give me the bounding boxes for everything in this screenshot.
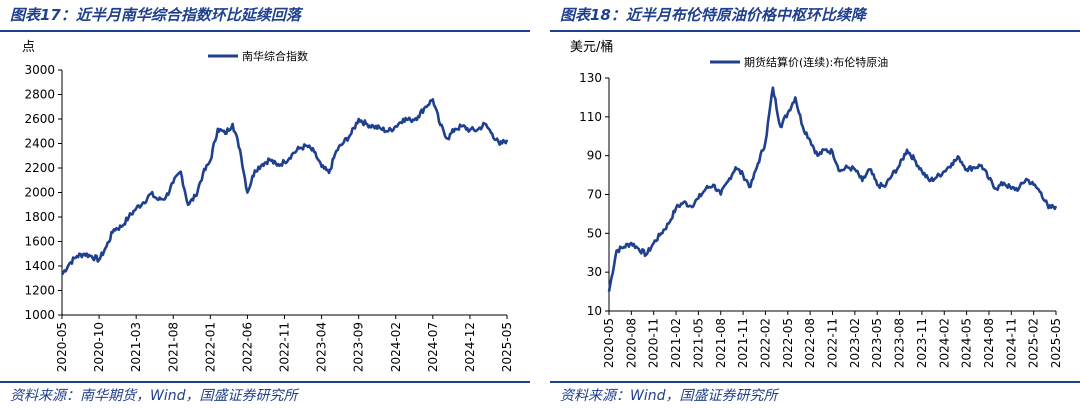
left-x-tick-label: 2024-07 — [426, 322, 440, 372]
left-x-tick-label: 2021-03 — [129, 322, 143, 372]
left-chart-title: 图表17：近半月南华综合指数环比延续回落 — [10, 6, 301, 24]
left-y-tick-label: 2200 — [24, 161, 55, 175]
right-y-tick-label: 30 — [587, 265, 602, 279]
right-x-tick-label: 2023-02 — [848, 318, 862, 368]
left-x-tick-label: 2025-05 — [500, 322, 514, 372]
left-y-tick-label: 2400 — [24, 137, 55, 151]
left-x-tick-label: 2022-11 — [278, 322, 292, 372]
right-y-tick-label: 90 — [587, 149, 602, 163]
right-x-tick-label: 2021-08 — [714, 318, 728, 368]
left-series-line — [60, 98, 509, 276]
right-chart-source: 资料来源：Wind，国盛证券研究所 — [560, 388, 778, 404]
right-x-tick-label: 2025-05 — [1049, 318, 1063, 368]
left-y-tick-label: 2000 — [24, 186, 55, 200]
right-y-tick-label: 50 — [587, 226, 602, 240]
left-x-tick-label: 2022-01 — [203, 322, 217, 372]
right-series-line — [607, 86, 1058, 292]
left-y-tick-label: 2600 — [24, 112, 55, 126]
left-x-tick-label: 2020-10 — [92, 322, 106, 372]
left-chart-svg: 1000 1200 1400 1600 1800 2000 2200 2400 2600 2800… — [24, 49, 514, 372]
right-x-tick-label: 2024-05 — [960, 318, 974, 368]
left-x-tick-label: 2024-02 — [389, 322, 403, 372]
left-x-tick-label: 2021-08 — [166, 322, 180, 372]
left-y-tick-label: 1400 — [24, 259, 55, 273]
left-y-tick-label: 3000 — [24, 63, 55, 77]
left-x-tick-label: 2023-09 — [352, 322, 366, 372]
right-x-tick-label: 2023-11 — [915, 318, 929, 368]
left-x-tick-label: 2024-12 — [463, 322, 477, 372]
left-x-tick-label: 2020-05 — [55, 322, 69, 372]
right-chart-title: 图表18：近半月布伦特原油价格中枢环比续降 — [560, 6, 866, 24]
right-x-tick-label: 2020-11 — [647, 318, 661, 368]
right-x-tick-label: 2021-05 — [691, 318, 705, 368]
right-x-tick-label: 2021-11 — [736, 318, 750, 368]
right-x-tick-label: 2020-08 — [624, 318, 638, 368]
right-y-tick-label: 70 — [587, 188, 602, 202]
right-x-tick-label: 2025-02 — [1027, 318, 1041, 368]
right-source-rule — [550, 381, 1080, 383]
left-x-tick-label: 2023-04 — [315, 322, 329, 372]
right-y-tick-label: 110 — [579, 110, 602, 124]
right-x-tick-label: 2024-11 — [1004, 318, 1018, 368]
right-y-tick-label: 130 — [579, 71, 602, 85]
left-x-tick-label: 2022-06 — [240, 322, 254, 372]
left-chart-source: 资料来源：南华期货，Wind，国盛证券研究所 — [10, 388, 298, 404]
left-legend-label: 南华综合指数 — [242, 49, 308, 63]
left-title-rule — [0, 30, 530, 32]
right-x-tick-label: 2023-08 — [893, 318, 907, 368]
left-y-tick-label: 1200 — [24, 284, 55, 298]
right-legend-label: 期货结算价(连续):布伦特原油 — [744, 55, 888, 69]
right-x-tick-label: 2023-05 — [870, 318, 884, 368]
left-y-tick-label: 1800 — [24, 210, 55, 224]
right-x-tick-label: 2021-02 — [669, 318, 683, 368]
left-y-tick-label: 1000 — [24, 308, 55, 322]
right-x-tick-label: 2024-08 — [982, 318, 996, 368]
right-x-tick-label: 2022-08 — [803, 318, 817, 368]
right-x-tick-label: 2024-02 — [937, 318, 951, 368]
right-x-tick-label: 2022-02 — [758, 318, 772, 368]
right-x-tick-label: 2022-11 — [826, 318, 840, 368]
left-chart-panel: 图表17：近半月南华综合指数环比延续回落 点 1000 1200 1400 1600 1… — [0, 0, 530, 409]
left-y-tick-label: 1600 — [24, 235, 55, 249]
right-x-tick-label: 2022-05 — [781, 318, 795, 368]
left-y-tick-label: 2800 — [24, 88, 55, 102]
right-x-tick-label: 2020-05 — [602, 318, 616, 368]
right-chart-svg: 10 30 50 70 90 110 130 2020-05 2020-08 2020-11 202… — [579, 55, 1063, 368]
right-title-rule — [550, 30, 1080, 32]
left-y-unit: 点 — [22, 40, 36, 55]
right-chart-panel: 图表18：近半月布伦特原油价格中枢环比续降 美元/桶 10 30 50 70 90 110… — [550, 0, 1080, 409]
right-y-unit: 美元/桶 — [570, 40, 614, 55]
right-y-tick-label: 10 — [587, 304, 602, 318]
left-source-rule — [0, 381, 530, 383]
